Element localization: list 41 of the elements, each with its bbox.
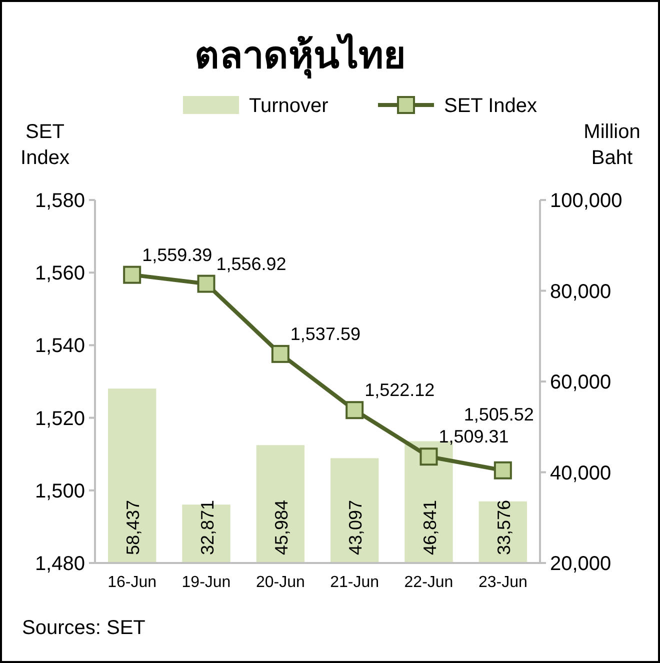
y2-axis-title: Million Baht — [584, 121, 640, 169]
legend-label: Turnover — [249, 95, 329, 117]
data-label: 43,097 — [346, 500, 366, 555]
x-tick-label: 22-Jun — [404, 574, 454, 591]
y2-tick-label: 20,000 — [550, 553, 612, 575]
point — [271, 344, 290, 363]
data-label: 1,537.59 — [290, 324, 360, 344]
data-label: 1,559.39 — [142, 244, 212, 265]
x-tick-label: 21-Jun — [330, 574, 380, 591]
point — [197, 274, 216, 293]
y-tick-label: 1,480 — [34, 553, 85, 575]
data-label: 1,505.52 — [464, 404, 534, 424]
chart-title: ตลาดหุ้นไทย — [194, 33, 406, 79]
data-label: 1,522.12 — [364, 380, 435, 400]
data-label: 32,871 — [197, 500, 218, 555]
data-label: 33,576 — [494, 500, 514, 555]
legend-label: SET Index — [444, 95, 538, 117]
y-axis-title: SET Index — [20, 121, 70, 169]
x-tick-label: 20-Jun — [256, 574, 305, 591]
data-label: 1,509.31 — [438, 426, 509, 447]
point — [494, 461, 512, 480]
y-tick-label: 1,500 — [34, 480, 85, 502]
y2-tick-label: 60,000 — [550, 372, 612, 394]
y2-tick-label: 80,000 — [550, 280, 612, 303]
data-label: 58,437 — [123, 500, 144, 555]
y2-tick-label: 100,000 — [550, 190, 622, 212]
data-label: 45,984 — [271, 500, 292, 555]
point — [420, 448, 438, 466]
x-tick-label: 19-Jun — [182, 574, 231, 591]
data-label: 46,841 — [420, 500, 440, 555]
source-note: Sources: SET — [22, 617, 146, 639]
x-tick-label: 16-Jun — [108, 574, 157, 591]
point — [346, 401, 364, 420]
point — [123, 266, 142, 284]
y-tick-label: 1,540 — [34, 335, 85, 358]
data-label: 1,556.92 — [216, 254, 286, 274]
y-tick-label: 1,560 — [34, 262, 85, 285]
y2-tick-label: 40,000 — [550, 462, 612, 484]
y-tick-label: 1,580 — [34, 190, 85, 212]
x-tick-label: 23-Jun — [478, 574, 528, 591]
y-tick-label: 1,520 — [34, 408, 85, 430]
